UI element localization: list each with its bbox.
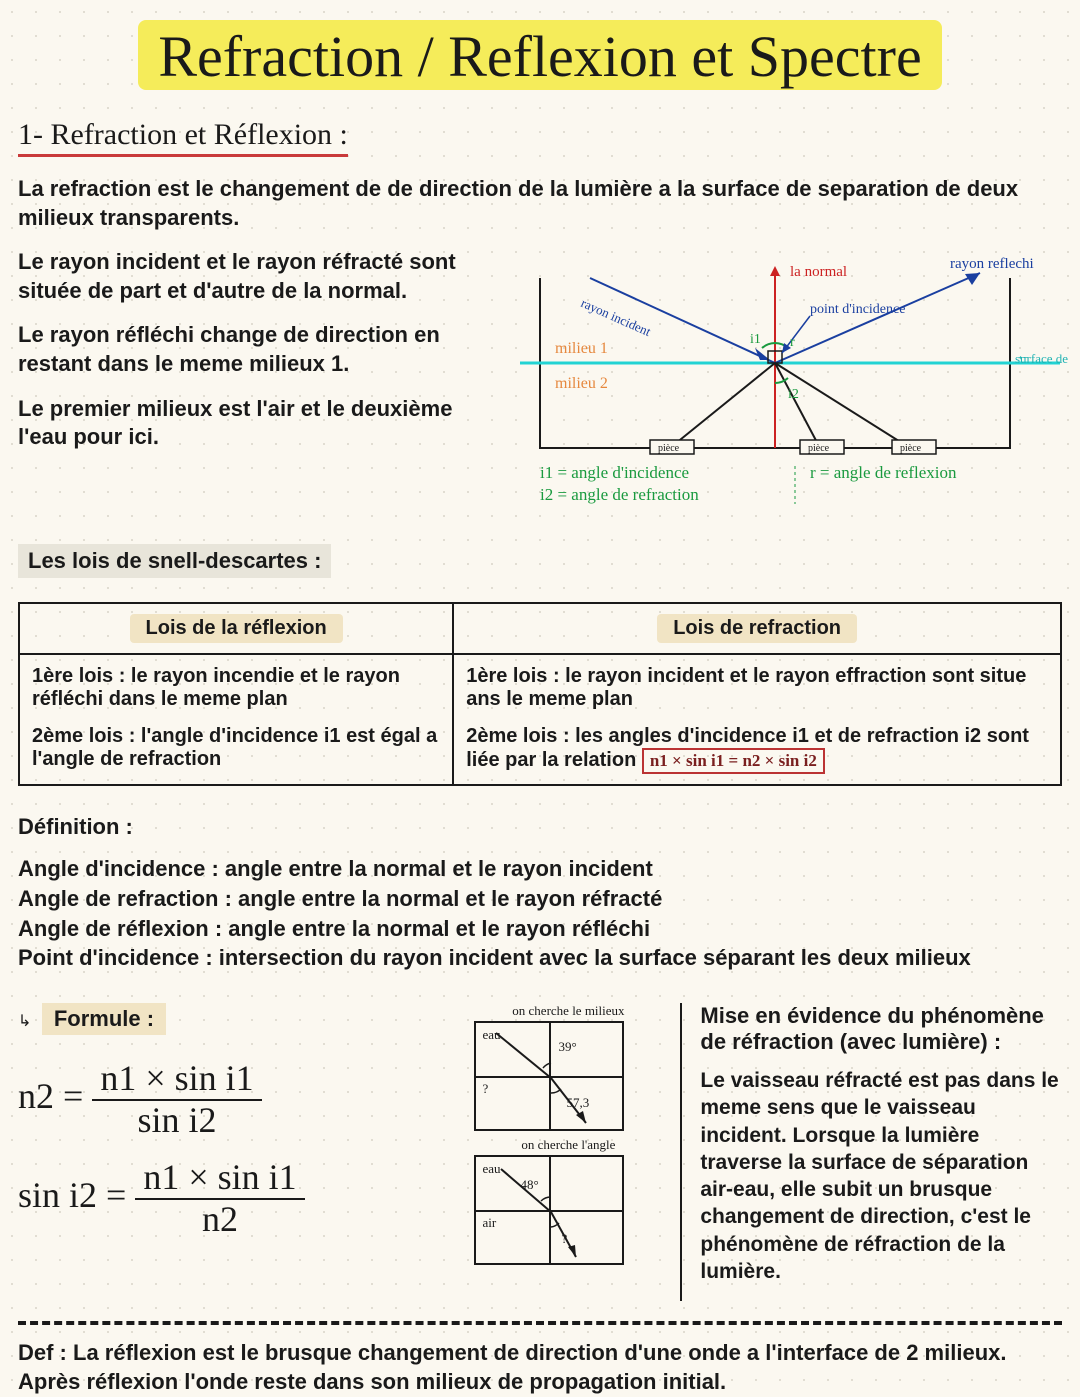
paragraph-1: La refraction est le changement de de di… — [18, 175, 1058, 232]
section-1-heading: 1- Refraction et Réflexion : — [18, 118, 348, 157]
mini-diagram-2: eau air 48° ? — [474, 1155, 624, 1265]
note-i2: i2 = angle de refraction — [540, 485, 699, 504]
title-highlight: Refraction / Reflexion et Spectre — [138, 20, 941, 90]
label-reflected: rayon reflechi — [950, 256, 1034, 272]
intro-right-diagram: la normal rayon reflechi rayon incident … — [510, 248, 1070, 518]
def-incidence: Angle d'incidence : angle entre la norma… — [18, 854, 1062, 884]
label-i2: i2 — [788, 387, 799, 402]
definitions-heading: Définition : — [18, 814, 1062, 840]
label-point-incidence: point d'incidence — [810, 302, 905, 317]
intro-left: Le rayon incident et le rayon réfracté s… — [18, 248, 498, 518]
note-i1: i1 = angle d'incidence — [540, 463, 689, 482]
mini-diagram-1: eau ? 39° 57,3 — [474, 1021, 624, 1131]
formula-n2: n2 = n1 × sin i1 sin i2 — [18, 1059, 456, 1140]
dashed-divider — [18, 1321, 1062, 1325]
table-cell-refraction: 1ère lois : le rayon incident et le rayo… — [453, 654, 1061, 785]
label-normal: la normal — [790, 264, 847, 280]
evidence-column: Mise en évidence du phénomène de réfract… — [680, 1003, 1062, 1301]
arrow-icon: ↳ — [18, 1011, 31, 1031]
note-r: r = angle de reflexion — [810, 463, 957, 482]
formule-heading: Formule : — [42, 1003, 166, 1035]
svg-text:pièce: pièce — [658, 443, 680, 454]
mini1-caption: on cherche le milieux — [474, 1003, 662, 1019]
svg-text:pièce: pièce — [808, 443, 830, 454]
final-definition: Def : La réflexion est le brusque change… — [18, 1339, 1058, 1396]
table-cell-reflexion: 1ère lois : le rayon incendie et le rayo… — [19, 654, 453, 785]
paragraph-3: Le rayon réfléchi change de direction en… — [18, 321, 498, 378]
label-milieu1: milieu 1 — [555, 340, 608, 357]
title-block: Refraction / Reflexion et Spectre — [18, 20, 1062, 90]
table-header-reflexion: Lois de la réflexion — [19, 603, 453, 654]
svg-text:pièce: pièce — [900, 443, 922, 454]
laws-table: Lois de la réflexion Lois de refraction … — [18, 602, 1062, 786]
def-point: Point d'incidence : intersection du rayo… — [18, 943, 1062, 973]
snell-heading: Les lois de snell-descartes : — [18, 544, 331, 578]
formula-sin-i2: sin i2 = n1 × sin i1 n2 — [18, 1158, 456, 1239]
svg-text:←: ← — [1016, 349, 1030, 364]
def-reflexion: Angle de réflexion : angle entre la norm… — [18, 914, 1062, 944]
paragraph-2: Le rayon incident et le rayon réfracté s… — [18, 248, 498, 305]
mini-diagrams: on cherche le milieux eau ? 39° 57,3 on … — [474, 1003, 662, 1271]
mini2-caption: on cherche l'angle — [474, 1137, 662, 1153]
snell-formula-box: n1 × sin i1 = n2 × sin i2 — [642, 748, 825, 774]
evidence-text: Le vaisseau réfracté est pas dans le mem… — [700, 1067, 1062, 1285]
paragraph-4: Le premier milieux est l'air et le deuxi… — [18, 395, 498, 452]
page-title: Refraction / Reflexion et Spectre — [158, 24, 921, 89]
label-r: r — [790, 335, 795, 350]
table-header-refraction: Lois de refraction — [453, 603, 1061, 654]
intro-two-column: Le rayon incident et le rayon réfracté s… — [18, 248, 1062, 518]
formula-evidence-row: ↳ Formule : n2 = n1 × sin i1 sin i2 sin … — [18, 1003, 1062, 1301]
label-milieu2: milieu 2 — [555, 375, 608, 392]
formula-column: ↳ Formule : n2 = n1 × sin i1 sin i2 sin … — [18, 1003, 456, 1257]
section-1: 1- Refraction et Réflexion : La refracti… — [18, 118, 1062, 1397]
def-refraction: Angle de refraction : angle entre la nor… — [18, 884, 1062, 914]
refraction-diagram: la normal rayon reflechi rayon incident … — [510, 248, 1070, 518]
evidence-heading: Mise en évidence du phénomène de réfract… — [700, 1003, 1062, 1055]
label-i1: i1 — [750, 332, 761, 347]
